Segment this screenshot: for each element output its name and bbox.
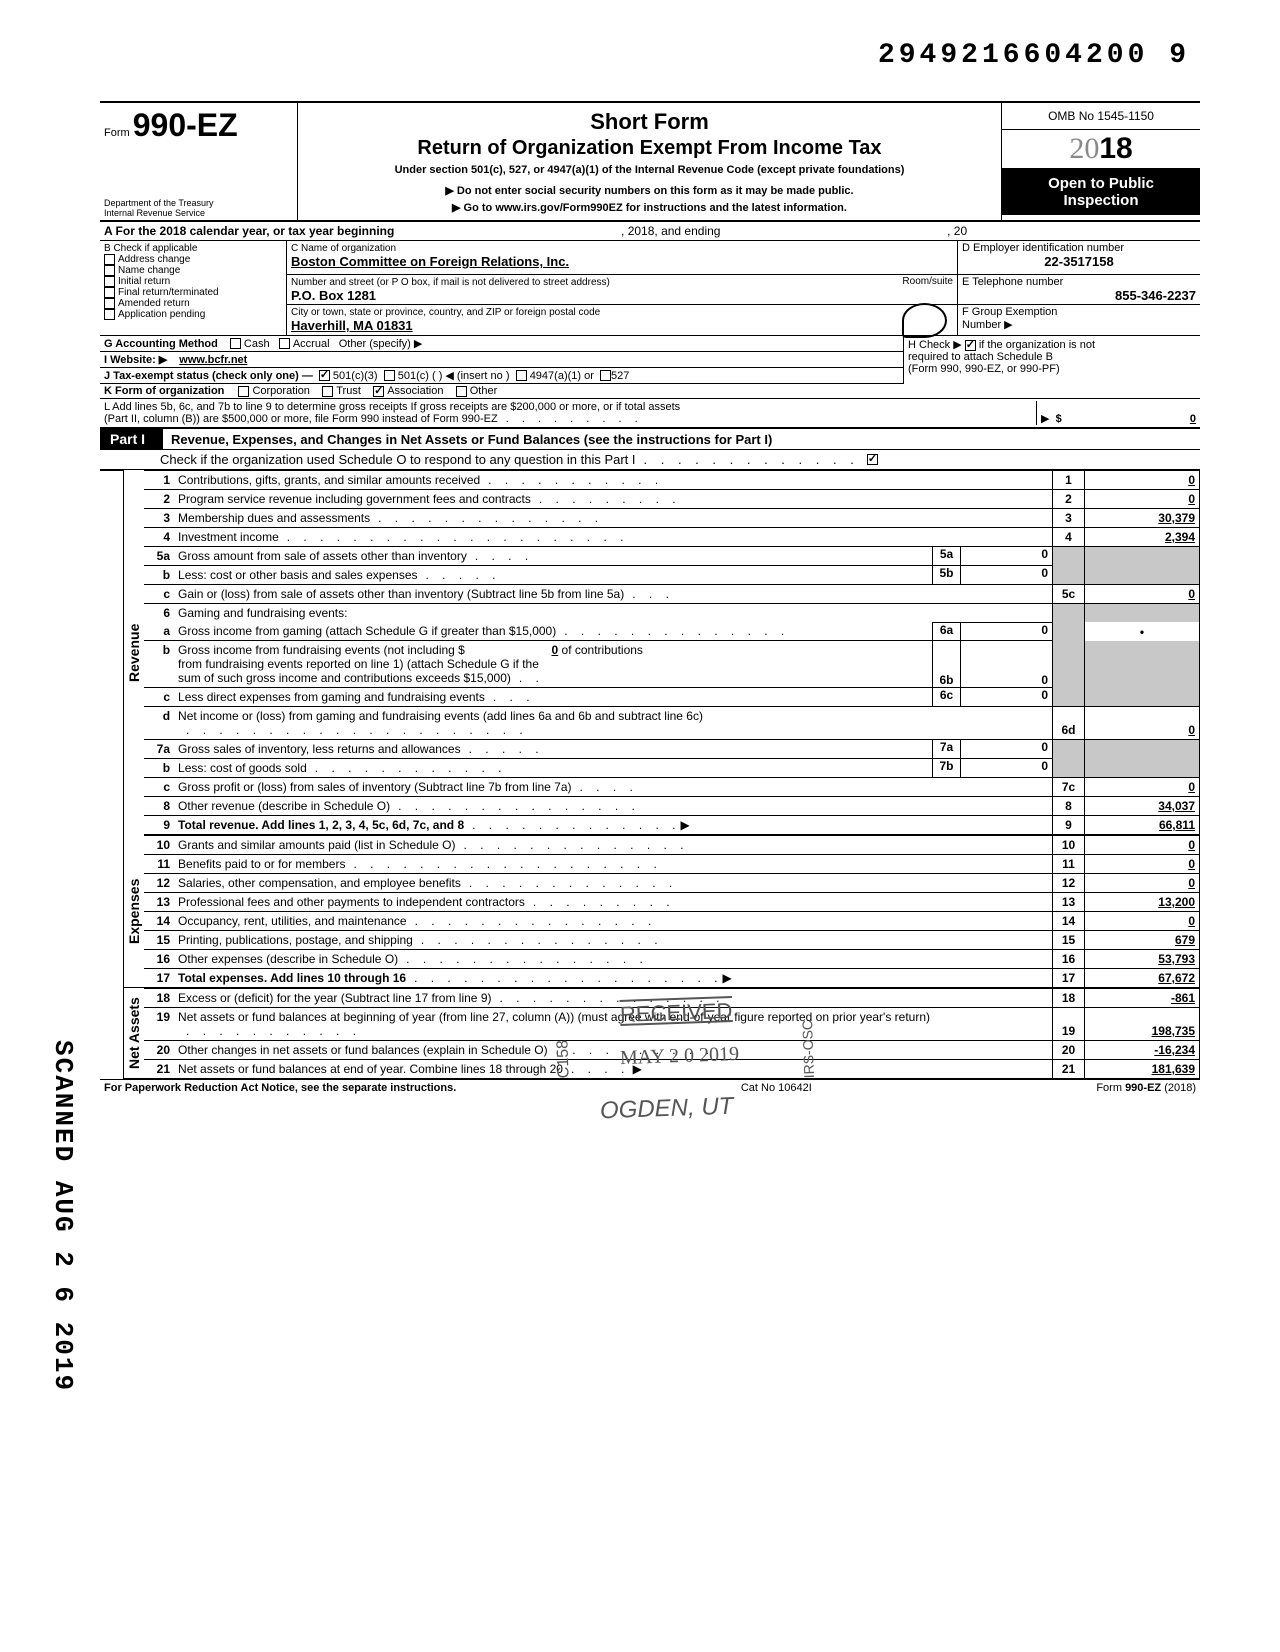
checkbox-initial-return[interactable] xyxy=(104,276,115,287)
sidebar-revenue: Revenue xyxy=(123,470,144,835)
checkbox-schedule-o[interactable] xyxy=(867,454,878,465)
ogden-stamp: OGDEN, UT xyxy=(600,1093,734,1126)
c-room-label: Room/suite xyxy=(902,276,953,287)
i-label: I Website: ▶ xyxy=(104,353,167,366)
open-to-public: Open to PublicInspection xyxy=(1002,169,1200,215)
checkbox-corporation[interactable] xyxy=(238,386,249,397)
checkbox-501c[interactable] xyxy=(384,370,395,381)
checkbox-accrual[interactable] xyxy=(279,338,290,349)
footer-mid: Cat No 10642I xyxy=(741,1082,812,1094)
c-addr-label: Number and street (or P O box, if mail i… xyxy=(291,277,610,288)
k-label: K Form of organization xyxy=(104,385,224,397)
checkbox-final-return[interactable] xyxy=(104,287,115,298)
dept-irs: Internal Revenue Service xyxy=(104,208,205,218)
checkbox-application-pending[interactable] xyxy=(104,309,115,320)
checkbox-cash[interactable] xyxy=(230,338,241,349)
form-number: 990-EZ xyxy=(133,107,238,143)
org-name: Boston Committee on Foreign Relations, I… xyxy=(291,254,569,269)
omb-number: OMB No 1545-1150 xyxy=(1002,103,1200,130)
h-text3: (Form 990, 990-EZ, or 990-PF) xyxy=(908,363,1196,375)
tax-year: 2018 xyxy=(1002,130,1200,169)
l-text1: L Add lines 5b, 6c, and 7b to line 9 to … xyxy=(104,401,1036,413)
title-ssn-warning: ▶ Do not enter social security numbers o… xyxy=(306,184,993,197)
sidebar-net-assets: Net Assets xyxy=(123,988,144,1079)
part-1-schedule-o: Check if the organization used Schedule … xyxy=(100,450,1200,470)
org-address: P.O. Box 1281 xyxy=(291,288,376,303)
expenses-table: 10Grants and similar amounts paid (list … xyxy=(144,835,1200,988)
l-text2: (Part II, column (B)) are $500,000 or mo… xyxy=(104,413,498,425)
col-b-header: B Check if applicable xyxy=(104,243,282,254)
checkbox-501c3[interactable] xyxy=(319,370,330,381)
e-phone-label: E Telephone number xyxy=(962,276,1063,288)
l-value: 0 xyxy=(1190,413,1196,425)
checkbox-amended-return[interactable] xyxy=(104,298,115,309)
hand-marker xyxy=(902,303,947,338)
checkbox-schedule-b[interactable] xyxy=(965,340,976,351)
dept-treasury: Department of the Treasury xyxy=(104,198,214,208)
footer: For Paperwork Reduction Act Notice, see … xyxy=(100,1079,1200,1096)
c-name-label: C Name of organization xyxy=(291,243,396,254)
row-a-period: A For the 2018 calendar year, or tax yea… xyxy=(100,222,1200,240)
footer-left: For Paperwork Reduction Act Notice, see … xyxy=(104,1082,456,1094)
f-group-label2: Number ▶ xyxy=(962,319,1013,331)
title-under-section: Under section 501(c), 527, or 4947(a)(1)… xyxy=(306,164,993,176)
phone-value: 855-346-2237 xyxy=(962,288,1196,303)
title-short-form: Short Form xyxy=(306,109,993,135)
org-city: Haverhill, MA 01831 xyxy=(291,318,413,333)
revenue-table: 1Contributions, gifts, grants, and simil… xyxy=(144,470,1200,835)
bcdef-block: B Check if applicable Address change Nam… xyxy=(100,241,1200,336)
checkbox-association[interactable] xyxy=(373,386,384,397)
checkbox-527[interactable] xyxy=(600,370,611,381)
checkbox-address-change[interactable] xyxy=(104,254,115,265)
part-1-header: Part I Revenue, Expenses, and Changes in… xyxy=(100,427,1200,450)
g-label: G Accounting Method xyxy=(104,338,218,350)
j-label: J Tax-exempt status (check only one) — xyxy=(104,370,313,382)
form-top-id: 2949216604200 9 xyxy=(100,40,1200,71)
d-ein-label: D Employer identification number xyxy=(962,242,1124,254)
net-assets-table: 18Excess or (deficit) for the year (Subt… xyxy=(144,988,1200,1079)
checkbox-trust[interactable] xyxy=(322,386,333,397)
sidebar-expenses: Expenses xyxy=(123,835,144,988)
checkbox-name-change[interactable] xyxy=(104,265,115,276)
footer-right: Form 990-EZ (2018) xyxy=(1096,1082,1196,1094)
checkbox-other-org[interactable] xyxy=(456,386,467,397)
h-text2: required to attach Schedule B xyxy=(908,351,1196,363)
h-label: H Check ▶ xyxy=(908,339,962,351)
checkbox-4947[interactable] xyxy=(516,370,527,381)
f-group-label: F Group Exemption xyxy=(962,306,1057,318)
website-value: www.bcfr.net xyxy=(179,354,247,366)
title-goto: ▶ Go to www.irs.gov/Form990EZ for instru… xyxy=(306,201,993,214)
form-prefix: Form xyxy=(104,127,130,139)
ein-value: 22-3517158 xyxy=(962,254,1196,269)
form-header: Form 990-EZ Department of the Treasury I… xyxy=(100,101,1200,222)
c-city-label: City or town, state or province, country… xyxy=(291,307,600,318)
scanned-stamp: SCANNED AUG 2 6 2019 xyxy=(48,1040,78,1392)
title-return: Return of Organization Exempt From Incom… xyxy=(306,137,993,160)
